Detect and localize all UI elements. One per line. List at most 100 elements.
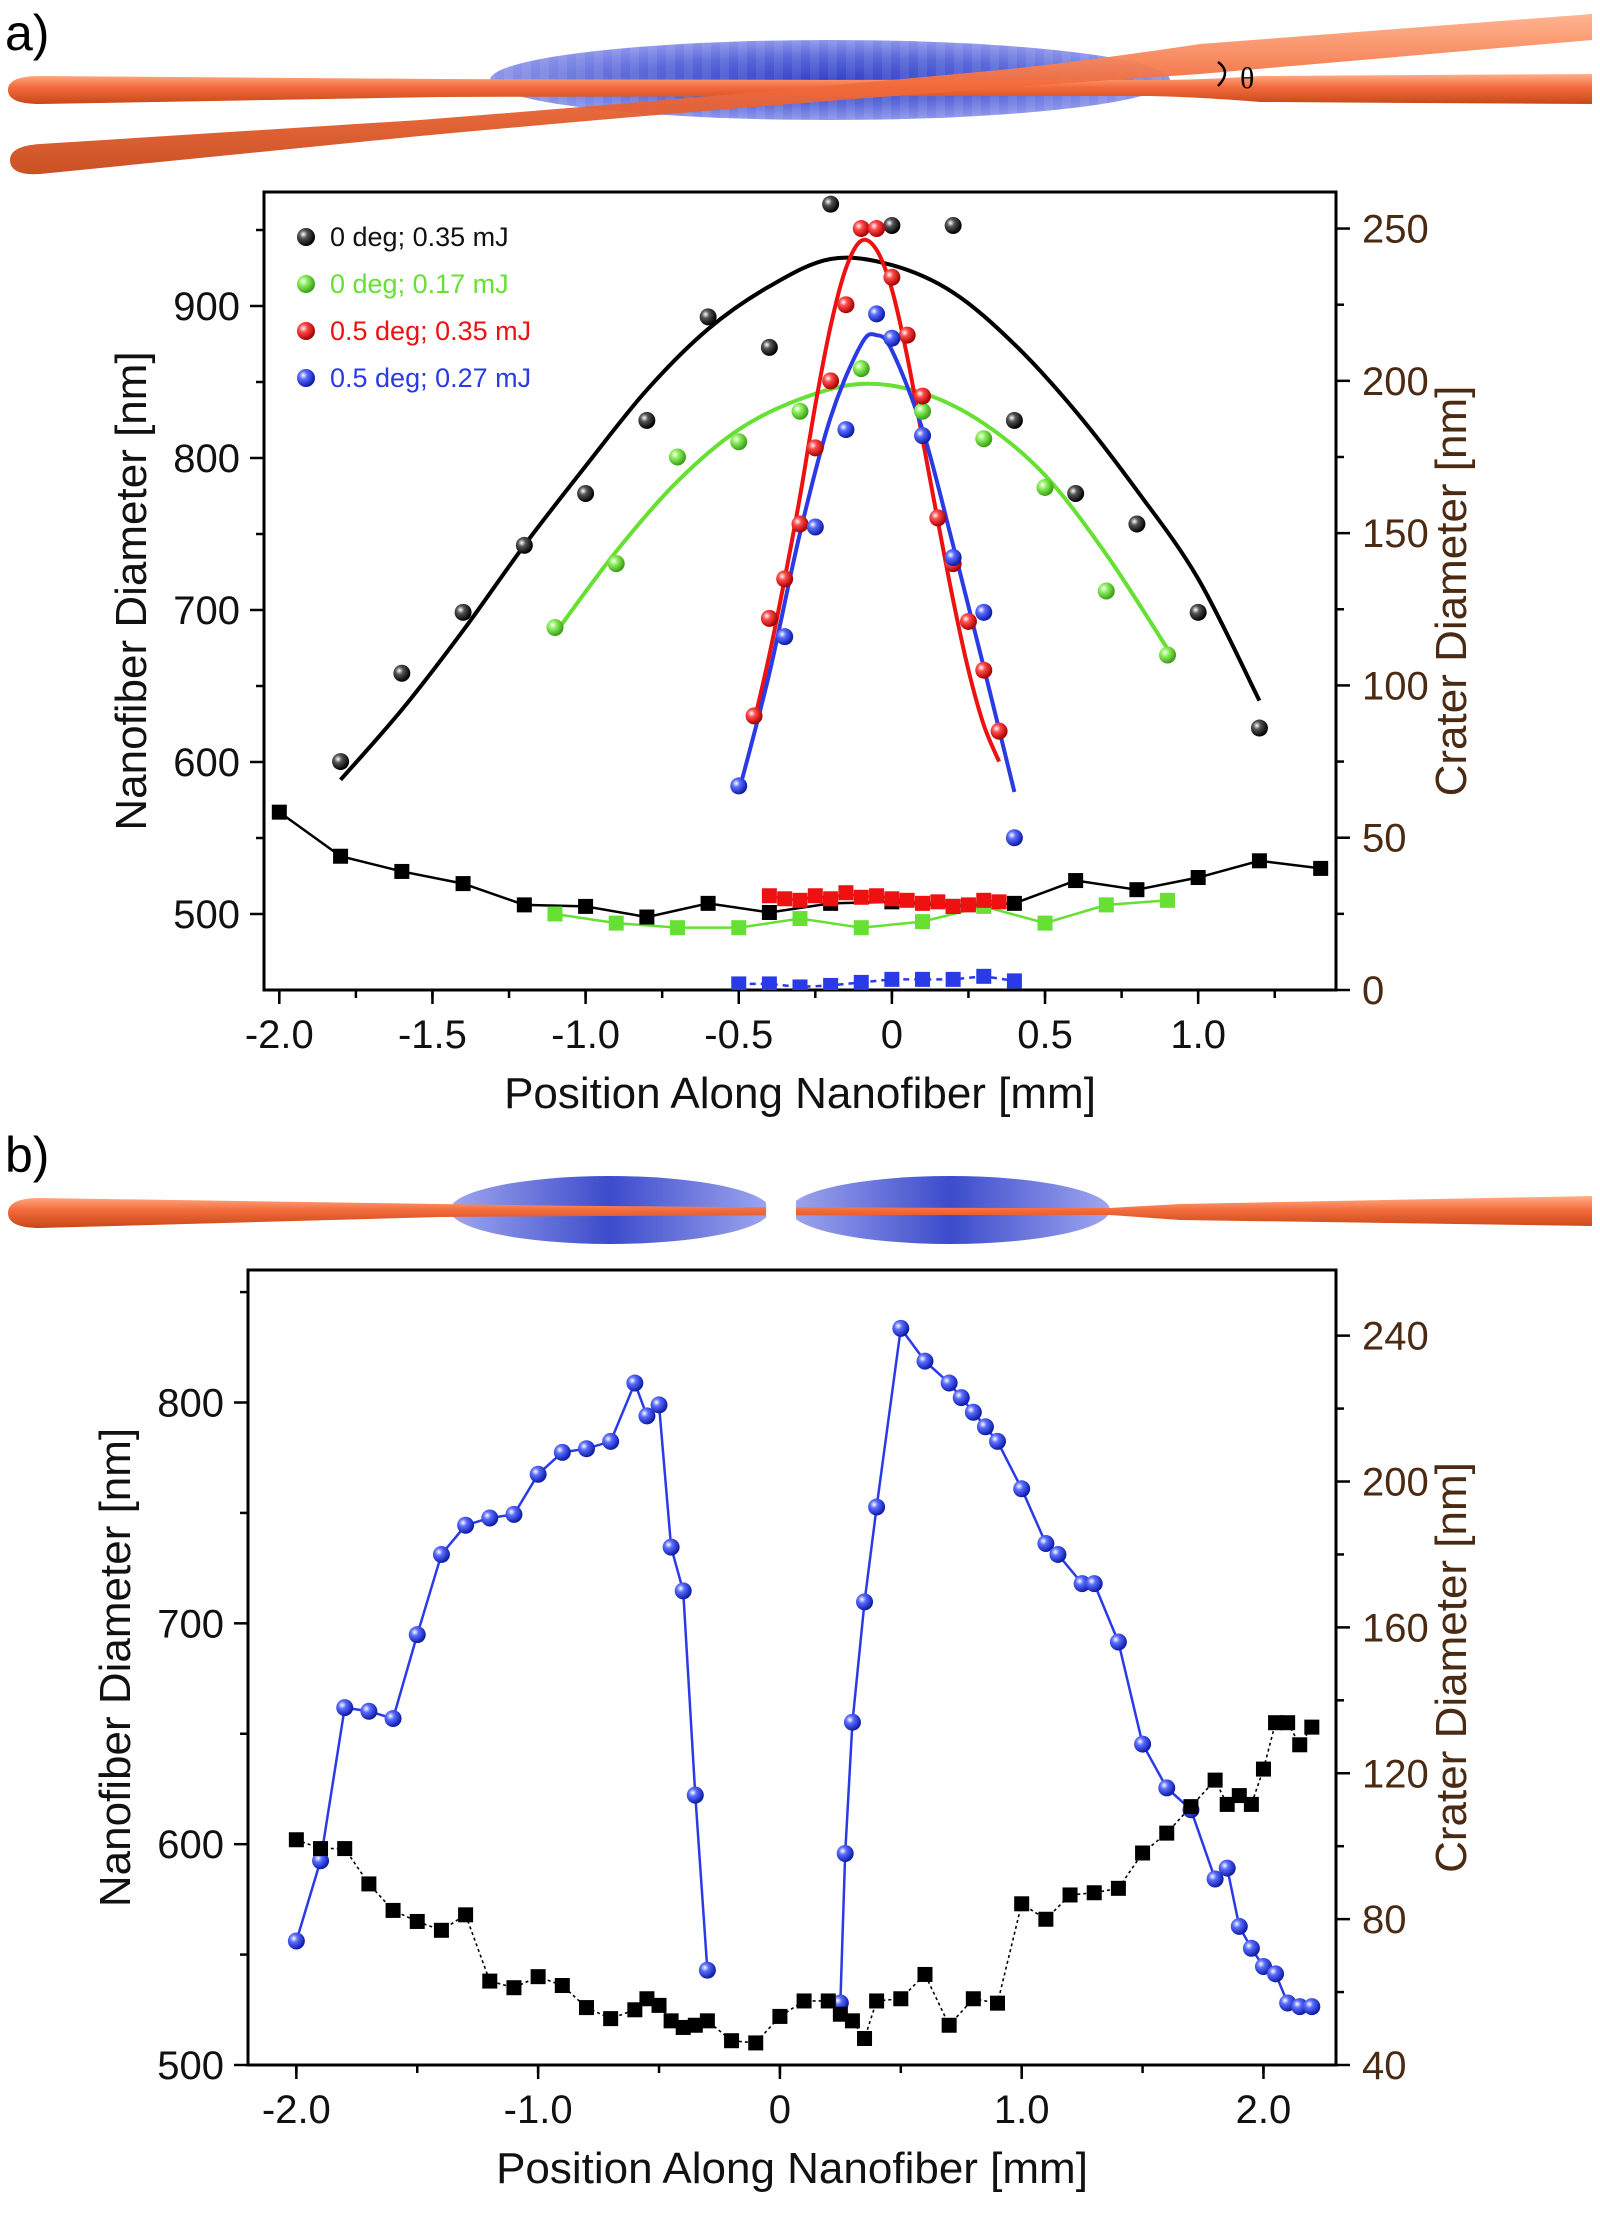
data-square <box>869 1993 885 2009</box>
data-point <box>1158 1779 1176 1797</box>
legend-entry: 0 deg; 0.17 mJ <box>330 269 509 299</box>
data-square <box>724 2033 740 2049</box>
y2-tick-label: 100 <box>1362 664 1429 708</box>
legend-marker <box>297 322 315 340</box>
data-square <box>823 977 839 990</box>
y2-tick-label: 200 <box>1362 1461 1429 1505</box>
data-point <box>837 296 855 314</box>
data-point <box>856 1593 874 1611</box>
data-point <box>940 1374 958 1392</box>
data-point <box>836 1844 854 1862</box>
data-point <box>952 1389 970 1407</box>
y-tick-label: 800 <box>173 437 240 481</box>
data-square <box>853 974 869 990</box>
data-square <box>796 1993 812 2009</box>
data-square <box>917 1966 933 1982</box>
data-square <box>976 968 992 984</box>
data-square <box>1086 1885 1102 1901</box>
data-square <box>792 979 808 990</box>
data-square <box>761 976 777 990</box>
data-square <box>965 1991 981 2007</box>
data-square <box>807 888 823 904</box>
data-point <box>898 326 916 344</box>
data-square <box>530 1969 546 1985</box>
data-square <box>699 2013 715 2029</box>
data-square <box>288 1832 304 1848</box>
data-point <box>638 1407 656 1425</box>
data-point <box>883 217 901 235</box>
plot-area <box>287 1319 1321 2051</box>
data-point <box>990 722 1008 740</box>
data-point <box>505 1505 523 1523</box>
x-tick-label: 2.0 <box>1236 2088 1292 2132</box>
data-square <box>1135 1845 1151 1861</box>
data-square <box>700 895 716 911</box>
y2-tick-label: 80 <box>1362 1898 1407 1942</box>
data-point <box>868 220 886 238</box>
data-point <box>914 387 932 405</box>
data-square <box>1037 915 1053 931</box>
legend-marker <box>297 228 315 246</box>
data-square <box>991 894 1007 910</box>
data-point <box>914 427 932 445</box>
data-point <box>776 628 794 646</box>
data-point <box>1109 1633 1127 1651</box>
data-square <box>1292 1737 1308 1753</box>
angle-arc <box>1217 60 1227 87</box>
data-point <box>929 509 947 527</box>
data-point <box>577 485 595 503</box>
legend-entry: 0.5 deg; 0.27 mJ <box>330 363 531 393</box>
y2-tick-label: 50 <box>1362 817 1407 861</box>
data-point <box>1206 1870 1224 1888</box>
data-point <box>843 1713 861 1731</box>
data-point <box>730 433 748 451</box>
data-point <box>1189 603 1207 621</box>
x-axis-label: Position Along Nanofiber [mm] <box>496 2144 1088 2193</box>
data-point <box>975 603 993 621</box>
data-point <box>626 1374 644 1392</box>
legend-marker <box>297 275 315 293</box>
data-point <box>529 1465 547 1483</box>
y-tick-label: 500 <box>173 893 240 937</box>
data-square <box>941 2017 957 2033</box>
data-square <box>731 976 747 990</box>
data-point <box>791 515 809 533</box>
x-tick-label: -2.0 <box>262 2088 331 2132</box>
plot-frame <box>262 190 1338 992</box>
series-line <box>295 1379 709 1971</box>
data-square <box>651 1997 667 2013</box>
data-point <box>577 1440 595 1458</box>
data-point <box>1291 1998 1309 2016</box>
data-point <box>602 1432 620 1450</box>
data-square <box>869 888 885 904</box>
data-square <box>1251 853 1267 869</box>
y-tick-label: 700 <box>157 1602 224 1646</box>
data-square <box>361 1876 377 1892</box>
data-square <box>792 911 808 927</box>
data-point <box>944 217 962 235</box>
data-point <box>287 1932 305 1950</box>
panel-label-a: a) <box>5 5 49 61</box>
data-square <box>823 891 839 907</box>
data-square <box>1129 882 1145 898</box>
y2-tick-label: 40 <box>1362 2044 1407 2088</box>
fiber-b <box>8 1196 1592 1228</box>
y-tick-label: 600 <box>157 1823 224 1867</box>
data-square <box>772 2008 788 2024</box>
data-point <box>432 1545 450 1563</box>
data-square <box>990 1995 1006 2011</box>
schematic-a: θ <box>8 14 1592 175</box>
fiber-tilted-a <box>10 14 1592 175</box>
y2-tick-label: 0 <box>1362 969 1384 1013</box>
data-square <box>1207 1772 1223 1788</box>
data-square <box>1160 892 1176 908</box>
data-point <box>976 1418 994 1436</box>
y-tick-label: 600 <box>173 741 240 785</box>
data-point <box>852 220 870 238</box>
data-square <box>960 897 976 913</box>
data-point <box>1036 478 1054 496</box>
data-point <box>916 1352 934 1370</box>
data-square <box>945 898 961 914</box>
data-square <box>761 904 777 920</box>
